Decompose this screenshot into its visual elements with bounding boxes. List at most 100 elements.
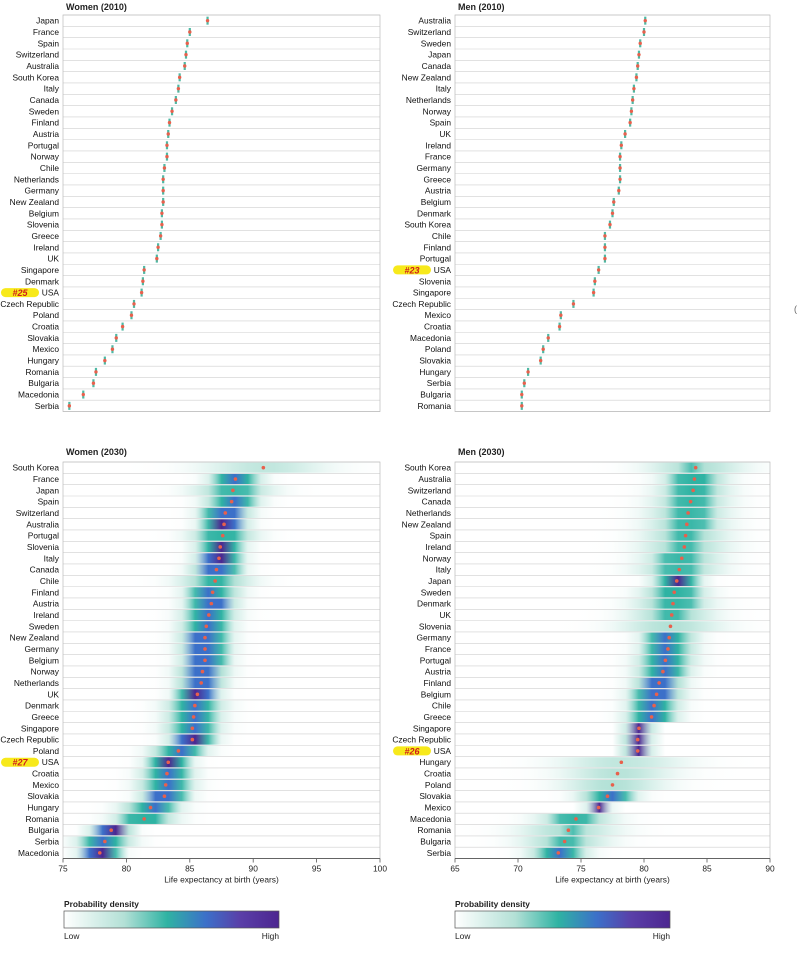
rank-label: #25	[12, 288, 28, 298]
country-label: Canada	[422, 497, 452, 507]
density-band	[63, 677, 380, 688]
country-label: Poland	[33, 746, 59, 756]
density-band	[63, 734, 380, 745]
median-point	[231, 488, 235, 493]
rank-highlight	[393, 746, 431, 756]
density-band	[63, 485, 380, 496]
country-label: Portugal	[28, 531, 59, 541]
country-label: Portugal	[28, 140, 59, 150]
density-band	[455, 530, 770, 541]
country-label: Mexico	[424, 310, 451, 320]
legend-high-label: High	[262, 931, 280, 941]
country-label: Slovenia	[27, 220, 59, 230]
country-label: Australia	[26, 61, 59, 71]
country-label: Sweden	[29, 621, 60, 631]
x-tick-label: 80	[639, 864, 649, 874]
country-label: Netherlands	[14, 678, 59, 688]
data-point	[526, 370, 530, 374]
country-label: Denmark	[25, 276, 60, 286]
median-point	[649, 715, 654, 719]
median-point	[210, 590, 215, 595]
density-legend-0: Probability density Low High	[63, 899, 280, 941]
density-band	[455, 553, 770, 564]
data-point	[637, 52, 641, 57]
data-point	[158, 234, 163, 238]
density-band	[455, 825, 770, 836]
data-point	[139, 290, 144, 295]
country-label: Finland	[32, 587, 60, 597]
country-label: South Korea	[404, 463, 451, 473]
data-point	[129, 313, 134, 317]
country-label: Macedonia	[410, 814, 451, 824]
country-label: Australia	[418, 474, 451, 484]
density-band	[455, 757, 770, 768]
country-label: Japan	[428, 576, 451, 586]
median-point	[669, 613, 674, 617]
median-point	[203, 658, 207, 663]
country-label: Romania	[25, 814, 59, 824]
data-point	[81, 392, 85, 397]
density-band	[63, 519, 380, 530]
country-label: Netherlands	[14, 174, 59, 184]
median-point	[142, 817, 146, 821]
country-label: Bulgaria	[420, 837, 451, 847]
median-point	[207, 613, 211, 617]
data-point	[623, 132, 627, 136]
density-band	[63, 643, 380, 655]
data-point	[205, 18, 210, 23]
median-point	[209, 601, 214, 606]
x-tick-label: 90	[249, 864, 259, 874]
country-label: Canada	[422, 61, 452, 71]
data-point	[522, 381, 526, 385]
country-label: Singapore	[21, 723, 60, 733]
country-label: Switzerland	[408, 485, 452, 495]
median-point	[635, 749, 640, 753]
data-point	[132, 302, 136, 306]
country-label: Mexico	[424, 803, 451, 813]
country-label: Poland	[33, 310, 59, 320]
data-point	[161, 177, 165, 181]
data-point	[612, 200, 616, 204]
median-point	[637, 726, 641, 731]
median-point	[97, 851, 102, 855]
country-label: Chile	[40, 163, 59, 173]
median-point	[682, 545, 687, 549]
density-band	[455, 723, 770, 734]
median-point	[566, 828, 571, 833]
median-point	[652, 703, 656, 708]
median-point	[162, 794, 167, 799]
data-point	[67, 404, 72, 408]
density-band	[455, 655, 770, 666]
median-point	[693, 465, 698, 470]
density-band	[63, 847, 380, 858]
country-label: Hungary	[27, 356, 59, 366]
country-label: Netherlands	[406, 508, 451, 518]
country-label: Bulgaria	[420, 390, 451, 400]
country-label: Belgium	[29, 208, 59, 218]
country-label: Croatia	[32, 769, 59, 779]
rank-highlight	[393, 265, 431, 275]
data-point	[114, 336, 118, 340]
plot-frame	[454, 14, 771, 412]
country-label: Spain	[430, 118, 452, 128]
country-label: Czech Republic	[0, 299, 59, 309]
data-point	[632, 86, 636, 91]
median-point	[190, 726, 195, 731]
density-band	[455, 473, 770, 485]
data-point	[559, 313, 563, 317]
country-label: Poland	[425, 780, 451, 790]
panel-title: Men (2030)	[458, 447, 505, 457]
data-point	[629, 109, 634, 114]
median-point	[674, 579, 679, 583]
country-label: Norway	[423, 106, 452, 116]
median-point	[657, 681, 661, 685]
median-point	[692, 477, 697, 481]
country-label: USA	[42, 288, 60, 298]
median-point	[223, 511, 228, 515]
median-point	[686, 511, 690, 515]
density-band	[455, 609, 770, 621]
data-point	[618, 177, 622, 181]
legend-low-label: Low	[64, 931, 80, 941]
